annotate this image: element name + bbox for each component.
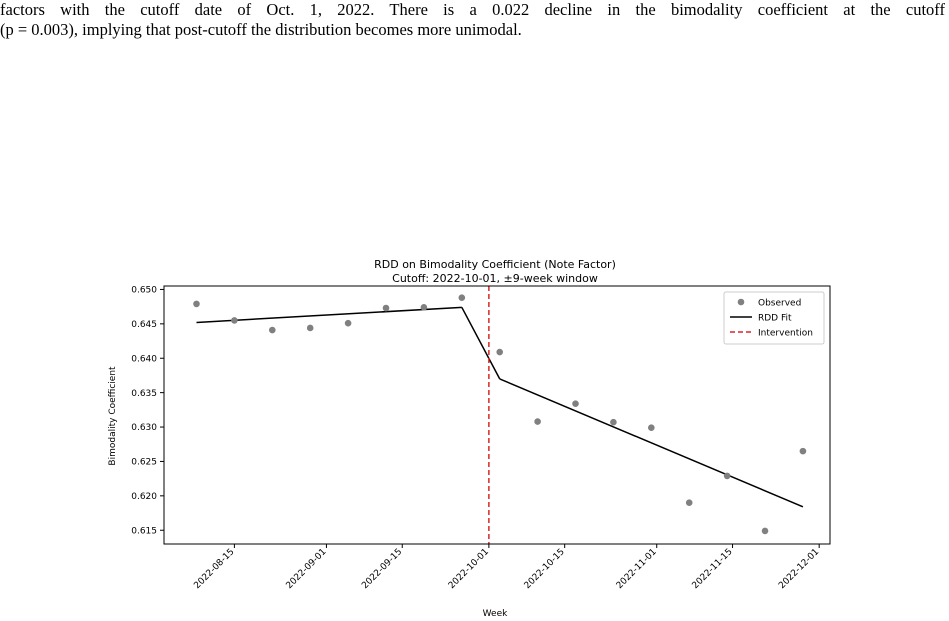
legend-label: RDD Fit xyxy=(758,313,792,323)
observed-point xyxy=(648,424,655,432)
caption-line-2: (p = 0.003), implying that post-cutoff t… xyxy=(0,20,522,39)
figure-caption: factors with the cutoff date of Oct. 1, … xyxy=(0,0,945,40)
y-tick-label: 0.645 xyxy=(131,320,157,330)
observed-point xyxy=(723,472,731,480)
legend-label: Observed xyxy=(758,298,801,308)
observed-point xyxy=(610,418,617,426)
legend-box xyxy=(723,291,825,345)
x-tick-label: 2022-09-01 xyxy=(284,547,328,591)
observed-point xyxy=(231,317,238,324)
x-tick-label: 2022-11-01 xyxy=(615,547,659,591)
plot-area: 2022-08-15 2022-09-01 2022-09-15 2022-10-01… xyxy=(131,285,831,591)
y-tick-label: 0.620 xyxy=(131,492,157,502)
observed-point xyxy=(799,447,807,455)
y-tick-label: 0.650 xyxy=(131,286,157,296)
plot-frame xyxy=(163,285,831,545)
x-tick-label: 2022-12-01 xyxy=(777,547,821,591)
legend-observed-marker xyxy=(737,298,745,306)
observed-point xyxy=(496,348,504,356)
y-tick-label: 0.630 xyxy=(131,423,157,433)
x-axis-label: Week xyxy=(483,609,508,619)
x-tick-label: 2022-08-15 xyxy=(192,547,236,591)
x-tick-label: 2022-09-15 xyxy=(360,547,404,591)
observed-point xyxy=(344,319,352,327)
observed-point xyxy=(306,324,314,332)
rdd-fit-line xyxy=(499,378,804,508)
legend-label: Intervention xyxy=(758,328,813,338)
x-tick-label: 2022-10-15 xyxy=(523,547,567,591)
legend: Observed RDD Fit Intervention xyxy=(723,291,825,345)
chart-title: RDD on Bimodality Coefficient (Note Fact… xyxy=(374,258,616,271)
observed-point xyxy=(193,300,200,308)
rdd-fit-line xyxy=(196,306,462,324)
observed-point xyxy=(420,304,428,311)
rdd-fit-line xyxy=(461,306,501,380)
observed-point xyxy=(458,294,466,301)
observed-point xyxy=(534,418,541,425)
chart-subtitle: Cutoff: 2022-10-01, ±9-week window xyxy=(392,272,598,285)
observed-point xyxy=(761,527,769,535)
y-tick-label: 0.635 xyxy=(131,389,157,399)
x-tick-label: 2022-10-01 xyxy=(447,547,491,591)
observed-point xyxy=(685,499,693,507)
caption-line-1: factors with the cutoff date of Oct. 1, … xyxy=(0,0,945,19)
observed-point xyxy=(268,326,276,334)
observed-point xyxy=(572,400,579,407)
observed-point xyxy=(382,304,390,312)
y-tick-label: 0.625 xyxy=(131,458,157,468)
y-tick-label: 0.640 xyxy=(131,354,157,364)
y-axis-label: Bimodality Coefficient xyxy=(108,366,118,466)
y-tick-label: 0.615 xyxy=(131,526,157,536)
x-tick-label: 2022-11-15 xyxy=(691,547,735,591)
